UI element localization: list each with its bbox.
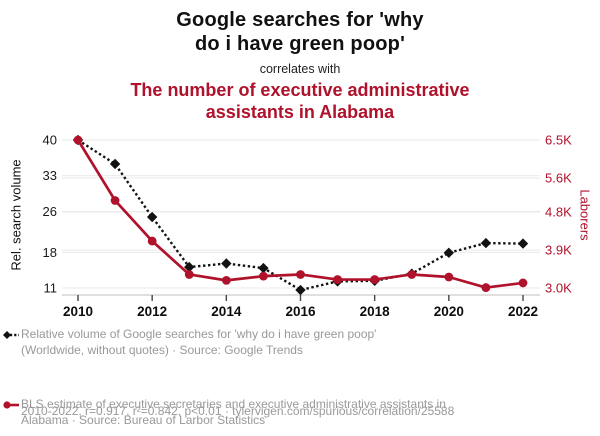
plot-area: 2010 2012 2014 2016 2018 2020 2022 40 33 26 18 11 6.… [0,128,600,323]
data-point-circle [221,275,231,285]
data-point-circle [110,196,120,205]
legend-google-line-1: Relative volume of Google searches for '… [21,327,377,341]
data-point-diamond [221,258,232,269]
data-point-circle [184,270,194,279]
data-point-circle [73,135,83,145]
data-point-diamond [109,158,121,170]
series-line-circle [76,139,524,289]
plot-svg: 2010 2012 2014 2016 2018 2020 2022 40 33 26 18 11 6.… [43,133,573,320]
data-point-circle [259,271,268,281]
data-point-circle [407,270,417,279]
diamond-dashed-icon [3,331,19,339]
x-tick-label: 2012 [137,304,167,319]
x-tick-label: 2016 [285,304,316,319]
header: Google searches for 'why do i have green… [0,8,600,124]
right-tick-label: 4.8K [545,204,572,219]
x-tick-label: 2020 [434,304,464,319]
data-point-diamond [480,237,492,249]
right-tick-label: 6.5K [545,133,572,148]
legend-entry-google: Relative volume of Google searches for '… [3,327,597,358]
series-line-diamond [77,138,524,292]
subtitle-line-2: assistants in Alabama [205,101,395,122]
data-point-circle [518,278,528,288]
left-tick-label: 26 [43,204,57,219]
data-point-diamond [146,211,158,223]
page-title-line-2: do i have green poop' [194,33,406,56]
x-tick-label: 2010 [63,304,93,319]
x-tick-label: 2022 [508,304,538,319]
data-point-diamond [443,247,455,258]
data-point-diamond [184,261,195,273]
right-tick-label: 5.6K [545,171,572,186]
data-point-diamond [517,238,529,249]
right-tick-label: 3.9K [545,242,572,257]
page-title-line-1: Google searches for 'why [176,9,424,31]
left-tick-label: 11 [44,281,58,296]
circle-solid-icon [3,401,19,409]
left-tick-label: 18 [43,245,57,260]
legend-google-line-2: (Worldwide, without quotes) · Source: Go… [21,342,303,357]
correlates-with-label: correlates with [259,61,341,76]
data-point-diamond [258,262,269,274]
data-point-circle [370,275,380,284]
legend-bls-line-2: Alabama · Source: Bureau of Larbor Stati… [21,412,266,427]
data-point-circle [333,275,342,284]
subtitle-line-1: The number of executive administrative [130,79,470,100]
data-point-circle [444,272,454,282]
legend-bls-line-1: BLS estimate of executive secretaries an… [21,397,446,411]
data-point-circle [481,283,491,292]
x-tick-label: 2018 [360,304,391,319]
right-tick-label: 3.0K [545,281,572,296]
left-tick-label: 33 [43,168,57,183]
legend-entry-bls: BLS estimate of executive secretaries an… [3,397,597,428]
x-tick-label: 2014 [211,304,242,319]
stats-citation-line: 2010-2022, r=0.917, r²=0.842, p<0.01 · t… [21,404,455,418]
left-tick-label: 40 [43,133,57,148]
data-point-circle [147,236,157,246]
data-point-diamond [295,284,306,296]
data-point-circle [296,270,305,279]
